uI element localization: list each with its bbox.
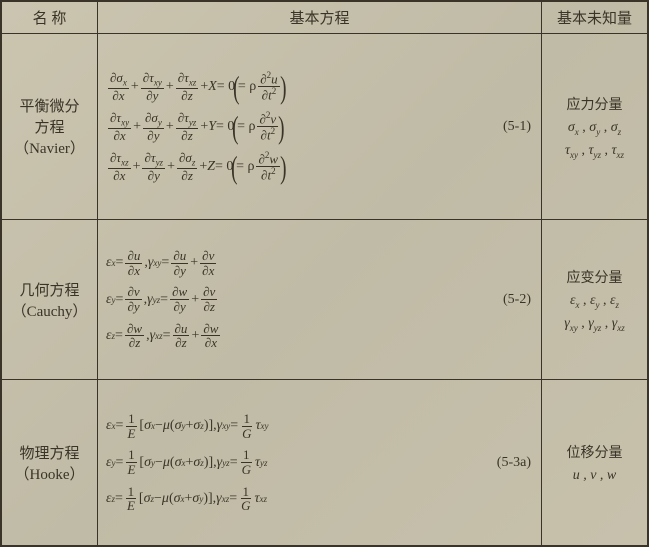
row-name-cauchy: 几何方程 （Cauchy） — [2, 220, 98, 379]
row-unk-hooke: 位移分量 u , v , w — [542, 380, 647, 545]
eq-number: (5-2) — [503, 292, 531, 308]
unk-line: σx , σy , σz — [568, 120, 621, 137]
row-unk-cauchy: 应变分量 εx , εy , εz γxy , γyz , γxz — [542, 220, 647, 379]
unk-title: 位移分量 — [567, 442, 623, 462]
equations-table: 名 称 基本方程 基本未知量 平衡微分 方程 （Navier） ∂σx∂x + … — [0, 0, 649, 547]
unk-line: τxy , τyz , τxz — [565, 143, 624, 160]
unk-line: u , v , w — [573, 468, 617, 484]
name-line: 方程 — [34, 116, 64, 137]
eq-number: (5-3a) — [497, 455, 531, 471]
name-line: （Navier） — [14, 137, 85, 158]
unk-title: 应变分量 — [567, 267, 623, 287]
eq-number: (5-1) — [503, 119, 531, 135]
row-name-navier: 平衡微分 方程 （Navier） — [2, 34, 98, 219]
name-line: 平衡微分 — [19, 95, 79, 116]
row-unk-navier: 应力分量 σx , σy , σz τxy , τyz , τxz — [542, 34, 647, 219]
eq-line: ∂σx∂x + ∂τxy∂y + ∂τxz∂z + X = 0 ( = ρ ∂2… — [106, 71, 285, 103]
header-eq: 基本方程 — [98, 2, 542, 33]
header-row: 名 称 基本方程 基本未知量 — [2, 2, 647, 34]
row-name-hooke: 物理方程 （Hooke） — [2, 380, 98, 545]
name-line: 物理方程 — [19, 442, 79, 463]
unk-title: 应力分量 — [566, 94, 622, 114]
eq-block: ∂σx∂x + ∂τxy∂y + ∂τxz∂z + X = 0 ( = ρ ∂2… — [106, 71, 285, 183]
name-line: （Hooke） — [15, 463, 85, 484]
row-eq-navier: ∂σx∂x + ∂τxy∂y + ∂τxz∂z + X = 0 ( = ρ ∂2… — [98, 34, 542, 219]
name-line: 几何方程 — [19, 279, 79, 300]
eq-block: εx = 1E [ σx − μ( σy + σz ) ] , γxy = 1G… — [106, 412, 269, 513]
table-row: 物理方程 （Hooke） εx = 1E [ σx − μ( σy + σz )… — [2, 380, 647, 545]
eq-line: ∂τxz∂x + ∂τyz∂y + ∂σz∂z + Z = 0 ( = ρ ∂2… — [106, 151, 285, 183]
row-eq-hooke: εx = 1E [ σx − μ( σy + σz ) ] , γxy = 1G… — [98, 380, 542, 545]
eq-block: εx = ∂u∂x , γxy = ∂u∂y + ∂v∂x εy = ∂v∂y … — [106, 249, 222, 350]
eq-line: εz = ∂w∂z , γxz = ∂u∂z + ∂w∂x — [106, 322, 222, 350]
table-row: 几何方程 （Cauchy） εx = ∂u∂x , γxy = ∂u∂y + ∂… — [2, 220, 647, 380]
unk-line: εx , εy , εz — [570, 293, 619, 310]
eq-line: εx = 1E [ σx − μ( σy + σz ) ] , γxy = 1G… — [106, 412, 269, 440]
header-unk: 基本未知量 — [542, 2, 647, 33]
header-name: 名 称 — [2, 2, 98, 33]
eq-line: εy = ∂v∂y , γyz = ∂w∂y + ∂v∂z — [106, 285, 222, 313]
eq-line: εx = ∂u∂x , γxy = ∂u∂y + ∂v∂x — [106, 249, 222, 277]
unk-line: γxy , γyz , γxz — [564, 316, 625, 333]
name-line: （Cauchy） — [12, 300, 88, 321]
table-row: 平衡微分 方程 （Navier） ∂σx∂x + ∂τxy∂y + ∂τxz∂z… — [2, 34, 647, 220]
row-eq-cauchy: εx = ∂u∂x , γxy = ∂u∂y + ∂v∂x εy = ∂v∂y … — [98, 220, 542, 379]
eq-line: εy = 1E [ σy − μ( σx + σz ) ] , γyz = 1G… — [106, 448, 269, 476]
eq-line: εz = 1E [ σz − μ( σx + σy ) ] , γxz = 1G… — [106, 485, 269, 513]
eq-line: ∂τxy∂x + ∂σy∂y + ∂τyz∂z + Y = 0 ( = ρ ∂2… — [106, 111, 285, 143]
